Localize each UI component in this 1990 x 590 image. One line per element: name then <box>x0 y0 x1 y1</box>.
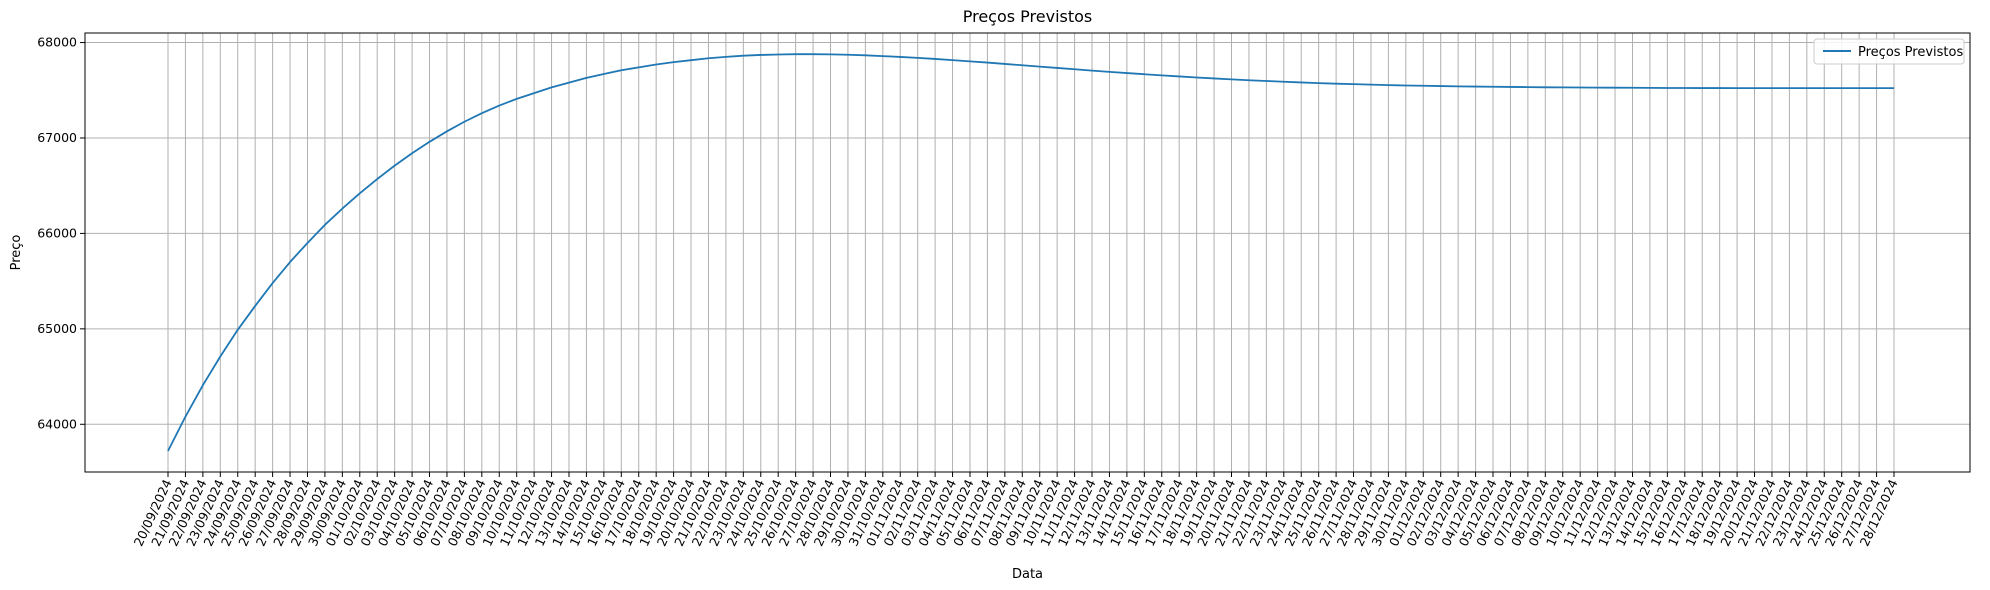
y-tick-label: 64000 <box>37 416 77 431</box>
legend: Preços Previstos <box>1813 38 1965 65</box>
series-line <box>167 53 1894 452</box>
x-axis-ticks: 20/09/202421/09/202422/09/202423/09/2024… <box>131 472 1901 549</box>
y-tick-label: 65000 <box>37 321 77 336</box>
legend-label: Preços Previstos <box>1858 45 1963 60</box>
y-tick-label: 67000 <box>37 130 77 145</box>
plot-frame <box>84 32 1971 473</box>
x-axis-label: Data <box>1012 567 1043 582</box>
series-layer <box>167 53 1894 452</box>
y-tick-label: 68000 <box>37 35 77 50</box>
legend-box <box>1813 38 1965 65</box>
axes <box>84 32 1971 473</box>
y-tick-label: 66000 <box>37 225 77 240</box>
y-axis-label: Preço <box>9 235 24 271</box>
grid <box>85 33 1970 472</box>
chart-title: Preços Previstos <box>963 7 1093 26</box>
y-axis-ticks: 64000 65000 66000 67000 68000 <box>37 35 85 431</box>
